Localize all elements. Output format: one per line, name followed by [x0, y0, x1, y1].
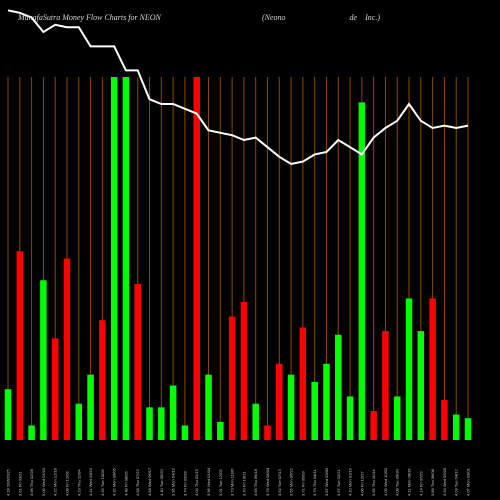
money-flow-bar [441, 400, 448, 440]
x-tick-label: 4.48 Fri 08/05 [123, 471, 128, 496]
x-tick-label: 3.96 Wed 01/04 [206, 467, 211, 496]
money-flow-bar [429, 298, 436, 440]
money-flow-bar [346, 396, 354, 440]
money-flow-bar [228, 316, 236, 440]
money-flow-bar [299, 327, 307, 440]
x-tick-label: 4.06 Fri 12/27 [359, 471, 364, 496]
money-flow-bar [110, 77, 118, 440]
money-flow-bar [28, 425, 35, 440]
x-tick-label: 4.03 Tue 04/12 [454, 469, 459, 496]
x-tick-label: 4.08 Fri 12/06 [64, 471, 69, 496]
money-flow-bar [276, 363, 283, 440]
money-flow-bar [51, 338, 59, 440]
x-tick-label: 5.06 Wed 01/15 [41, 467, 46, 496]
money-flow-bar [134, 283, 141, 440]
x-tick-label: 4.40 Tue 05/20 [159, 469, 164, 496]
money-flow-bar [405, 298, 413, 440]
company-name: (Neono de Inc.) [262, 13, 380, 22]
x-tick-label: 4.14 Fri 07/29 [418, 471, 423, 496]
x-tick-label: 3.95 Mon 04/12 [171, 467, 176, 496]
x-tick-label: 3.94 Wed 05/25 [442, 467, 447, 496]
tick-labels: 4.28 2/06/2025 3.61 Fri 03/21 3.96 Thu 02/… [6, 467, 471, 496]
x-tick-label: 4.19 Thu 11/04 [76, 469, 81, 496]
x-tick-label: 4.10 Mon 01/19 [348, 467, 353, 496]
x-tick-label: 4.22 Mon 12/18 [53, 467, 58, 496]
money-flow-bar [311, 381, 318, 440]
grid-lines [7, 77, 469, 440]
x-tick-label: 3.71 Fri 05/03 [300, 471, 305, 496]
x-tick-label: 3.74 Fri 03/28 [182, 471, 187, 496]
money-flow-bar [122, 77, 130, 440]
price-line [7, 9, 469, 166]
money-flow-bar [358, 102, 366, 440]
money-flow-bar [264, 425, 271, 440]
x-tick-label: 4.32 Mon 09/05 [112, 467, 117, 496]
x-tick-label: 3.96 Thu 02/28 [29, 468, 34, 496]
x-tick-label: 4.05 Wed 10/02 [383, 467, 388, 496]
money-flow-bar [4, 389, 12, 440]
x-tick-label: 3.91 Tue 12/02 [218, 469, 223, 496]
x-tick-label: 3.73 Mon 11/06 [230, 468, 235, 496]
money-flow-bar [205, 374, 212, 440]
money-flow-bar [217, 421, 224, 440]
x-tick-label: 4.26 Tue 10/09 [100, 469, 105, 496]
money-flow-bar [252, 403, 259, 440]
money-flow-bar [158, 407, 165, 440]
x-tick-label: 4.11 Wed 10/23 [88, 467, 93, 496]
x-tick-label: 4.58 Thu 07/22 [135, 468, 140, 496]
bars [4, 77, 472, 440]
x-tick-label: 4.04 Thu 02/15 [194, 468, 199, 496]
money-flow-bar [417, 331, 425, 440]
money-flow-bar [193, 77, 200, 440]
money-flow-bar [240, 302, 248, 440]
x-tick-label: 4.07 Mon 03/01 [466, 467, 471, 496]
money-flow-bar [287, 374, 295, 440]
money-flow-bar [181, 425, 189, 440]
price-line-group [7, 9, 469, 166]
money-flow-bar [146, 407, 153, 440]
x-tick-label: 4.58 Wed 06/17 [147, 467, 152, 496]
money-flow-bar [393, 396, 401, 440]
x-tick-label: 3.87 Wed 03/09 [324, 467, 329, 496]
x-tick-label: 3.97 Tue 02/21 [336, 469, 341, 496]
money-flow-bar [16, 251, 24, 440]
money-flow-bar [40, 280, 47, 440]
x-tick-label: 3.76 Wed 08/04 [265, 467, 270, 496]
x-tick-label: 4.11 Mon 08/16 [407, 468, 412, 496]
money-flow-bar [452, 414, 460, 440]
x-tick-label: 3.70 Fri 10/21 [241, 471, 246, 496]
money-flow-bar [87, 374, 94, 440]
x-tick-label: 3.55 Mon 06/22 [289, 467, 294, 496]
money-flow-bar [335, 334, 342, 440]
money-flow-bar [370, 410, 377, 440]
money-flow-bar [464, 418, 472, 440]
money-flow-bar [169, 385, 177, 440]
x-tick-label: 4.08 Tue 09/30 [395, 469, 400, 496]
x-tick-label: 3.79 Thu 04/11 [312, 469, 317, 496]
chart-title: MunafaSutra Money Flow Charts for NEON [17, 13, 162, 22]
x-tick-label: 3.61 Fri 03/21 [17, 471, 22, 496]
x-tick-label: 4.28 2/06/2025 [6, 469, 11, 496]
money-flow-bar [323, 363, 330, 440]
x-tick-label: 3.62 Tue 07/13 [277, 469, 282, 496]
money-flow-bar [63, 258, 71, 440]
money-flow-bar [99, 320, 106, 440]
x-tick-label: 3.65 Thu 09/18 [253, 468, 258, 496]
money-flow-bar [75, 403, 83, 440]
x-tick-label: 3.95 Thu 11/14 [371, 469, 376, 496]
money-flow-bar [382, 331, 389, 440]
x-tick-label: 3.89 Thu 06/08 [430, 468, 435, 496]
